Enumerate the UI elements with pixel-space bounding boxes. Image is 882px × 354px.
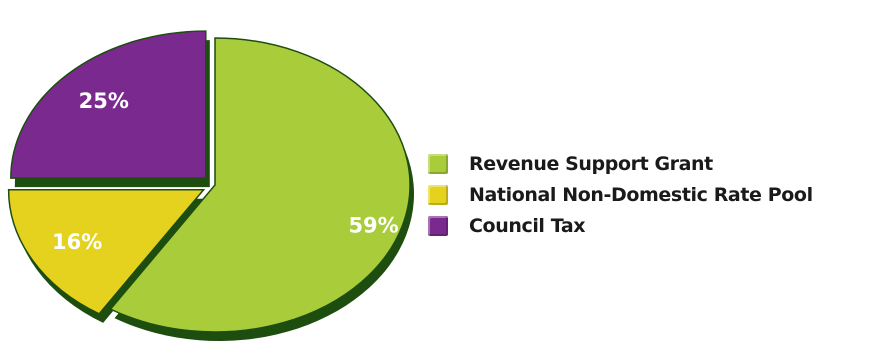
- pie-slice-layer: [7, 30, 411, 333]
- pie-label-layer: 59% 16% 25%: [52, 89, 399, 254]
- legend-swatch-revenue-support-grant: [428, 153, 448, 174]
- legend-swatch-council-tax: [428, 215, 448, 236]
- pie-slice-council-tax: [10, 30, 207, 179]
- legend-item-council-tax: Council Tax: [428, 210, 813, 241]
- pie-label-council-tax: 25%: [79, 89, 129, 113]
- chart-legend: Revenue Support Grant National Non-Domes…: [428, 148, 813, 241]
- pie-label-revenue-support-grant: 59%: [348, 213, 398, 237]
- pie-label-national-non-domestic-rate-pool: 16%: [52, 230, 102, 254]
- legend-label-revenue-support-grant: Revenue Support Grant: [469, 152, 713, 175]
- legend-item-national-non-domestic-rate-pool: National Non-Domestic Rate Pool: [428, 179, 813, 210]
- pie-slice-national-non-domestic-rate-pool: [7, 188, 206, 315]
- legend-item-revenue-support-grant: Revenue Support Grant: [428, 148, 813, 179]
- pie-slice-revenue-support-grant: [109, 37, 411, 333]
- legend-swatch-national-non-domestic-rate-pool: [428, 184, 448, 205]
- legend-label-council-tax: Council Tax: [469, 214, 586, 237]
- legend-label-national-non-domestic-rate-pool: National Non-Domestic Rate Pool: [469, 183, 813, 206]
